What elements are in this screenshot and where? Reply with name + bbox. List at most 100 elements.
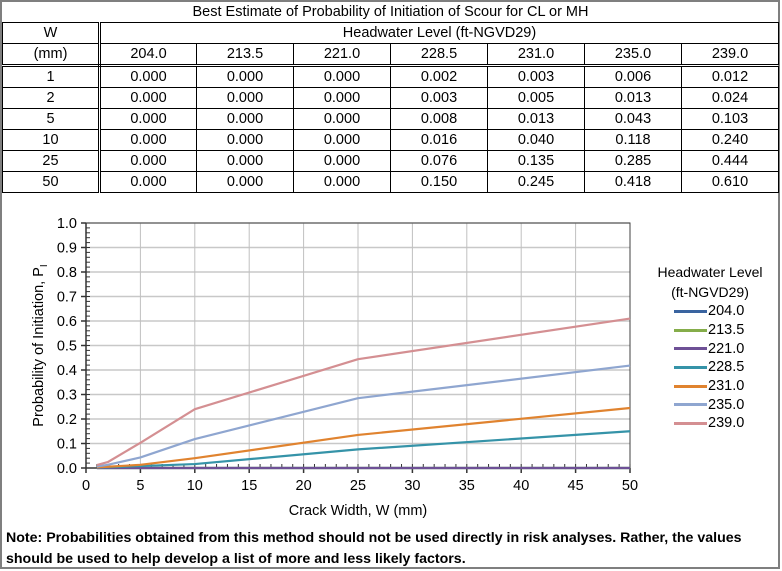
table-row: 5 0.000 0.000 0.000 0.008 0.013 0.043 0.103 — [2, 108, 779, 130]
y-tick-label: 0.8 — [57, 265, 77, 281]
value-cell: 0.000 — [293, 171, 391, 193]
value-cell: 0.000 — [293, 65, 391, 88]
x-tick-label: 50 — [622, 478, 638, 494]
w-cell: 50 — [2, 171, 101, 193]
headwater-group-header: Headwater Level (ft-NGVD29) — [99, 22, 779, 44]
chart-gridlines — [86, 222, 630, 468]
probability-chart: 0.0 0.1 0.2 0.3 0.4 0.5 0.6 0.7 0.8 0.9 1.0 0 5 10 15 2… — [31, 216, 638, 519]
value-cell: 0.245 — [487, 171, 585, 193]
legend-label: 221.0 — [708, 340, 745, 357]
value-cell: 0.013 — [487, 108, 585, 130]
w-cell: 1 — [2, 65, 101, 88]
value-cell: 0.040 — [487, 129, 585, 151]
legend-line-swatch-icon — [674, 421, 707, 425]
x-tick-label: 0 — [82, 478, 90, 494]
w-cell: 5 — [2, 108, 101, 130]
value-cell: 0.135 — [487, 150, 585, 172]
table-row: 50 0.000 0.000 0.000 0.150 0.245 0.418 0.610 — [2, 171, 779, 193]
legend-line-swatch-icon — [674, 403, 707, 407]
value-cell: 0.043 — [584, 108, 682, 130]
w-unit-header: (mm) — [2, 43, 101, 67]
y-tick-label: 0.3 — [57, 388, 77, 404]
value-cell: 0.012 — [681, 65, 779, 88]
y-tick-label: 1.0 — [57, 216, 77, 232]
legend-line-swatch-icon — [674, 309, 707, 313]
y-tick-label: 0.6 — [57, 314, 77, 330]
y-tick-label: 0.4 — [57, 363, 77, 379]
value-cell: 0.000 — [196, 129, 294, 151]
value-cell: 0.000 — [293, 87, 391, 109]
value-cell: 0.000 — [99, 171, 197, 193]
column-header: 204.0 — [99, 43, 197, 67]
series-line-239-0 — [96, 317, 631, 467]
value-cell: 0.000 — [293, 150, 391, 172]
y-tick-label: 0.5 — [57, 339, 77, 355]
legend-item: 221.0 — [640, 339, 780, 358]
column-header: 213.5 — [196, 43, 294, 67]
value-cell: 0.444 — [681, 150, 779, 172]
y-axis-title-main: Probability of Initiation, P — [31, 267, 47, 427]
value-cell: 0.000 — [196, 171, 294, 193]
value-cell: 0.000 — [293, 129, 391, 151]
column-header: 221.0 — [293, 43, 391, 67]
value-cell: 0.103 — [681, 108, 779, 130]
value-cell: 0.000 — [99, 129, 197, 151]
x-tick-label: 40 — [513, 478, 529, 494]
legend-item: 239.0 — [640, 414, 780, 433]
series-line-228-5 — [96, 430, 631, 469]
series-line-235-0 — [96, 364, 631, 468]
column-header: 228.5 — [390, 43, 488, 67]
table-row: 25 0.000 0.000 0.000 0.076 0.135 0.285 0.444 — [2, 150, 779, 172]
x-axis-title: Crack Width, W (mm) — [289, 503, 428, 519]
value-cell: 0.016 — [390, 129, 488, 151]
table-row: 10 0.000 0.000 0.000 0.016 0.040 0.118 0.240 — [2, 129, 779, 151]
value-cell: 0.000 — [196, 150, 294, 172]
legend-label: 231.0 — [708, 378, 745, 395]
value-cell: 0.008 — [390, 108, 488, 130]
x-tick-label: 30 — [404, 478, 420, 494]
value-cell: 0.418 — [584, 171, 682, 193]
y-tick-label: 0.2 — [57, 412, 77, 428]
legend-label: 228.5 — [708, 359, 745, 376]
x-tick-label: 45 — [568, 478, 584, 494]
value-cell: 0.005 — [487, 87, 585, 109]
value-cell: 0.150 — [390, 171, 488, 193]
x-tick-label: 35 — [459, 478, 475, 494]
value-cell: 0.003 — [390, 87, 488, 109]
value-cell: 0.285 — [584, 150, 682, 172]
value-cell: 0.000 — [99, 150, 197, 172]
value-cell: 0.000 — [99, 87, 197, 109]
x-tick-label: 25 — [350, 478, 366, 494]
value-cell: 0.610 — [681, 171, 779, 193]
legend-title-line1: Headwater Level — [657, 264, 763, 280]
value-cell: 0.024 — [681, 87, 779, 109]
value-cell: 0.000 — [196, 65, 294, 88]
w-cell: 2 — [2, 87, 101, 109]
table-title: Best Estimate of Probability of Initiati… — [2, 2, 779, 23]
x-tick-label: 15 — [241, 478, 257, 494]
legend-label: 239.0 — [708, 415, 745, 432]
column-header: 239.0 — [681, 43, 779, 67]
value-cell: 0.118 — [584, 129, 682, 151]
legend-item: 204.0 — [640, 302, 780, 321]
y-tick-label: 0.9 — [57, 241, 77, 257]
y-tick-label: 0.0 — [57, 461, 77, 477]
w-header: W — [2, 22, 101, 44]
legend-line-swatch-icon — [674, 328, 707, 332]
y-tick-label: 0.7 — [57, 290, 77, 306]
y-tick-label: 0.1 — [57, 437, 77, 453]
value-cell: 0.006 — [584, 65, 682, 88]
note-text: Note: Probabilities obtained from this m… — [6, 530, 742, 567]
legend-line-swatch-icon — [674, 347, 707, 351]
y-axis-title: Probability of Initiation, PI — [31, 264, 50, 426]
table-row: 1 0.000 0.000 0.000 0.002 0.003 0.006 0.012 — [2, 65, 779, 88]
legend-line-swatch-icon — [674, 365, 707, 369]
column-header: 235.0 — [584, 43, 682, 67]
chart-legend: Headwater Level (ft-NGVD29) 204.0 213.5 22… — [640, 262, 780, 433]
legend-item: 228.5 — [640, 358, 780, 377]
value-cell: 0.000 — [99, 65, 197, 88]
table-row: 2 0.000 0.000 0.000 0.003 0.005 0.013 0.024 — [2, 87, 779, 109]
column-header: 231.0 — [487, 43, 585, 67]
legend-label: 235.0 — [708, 396, 745, 413]
